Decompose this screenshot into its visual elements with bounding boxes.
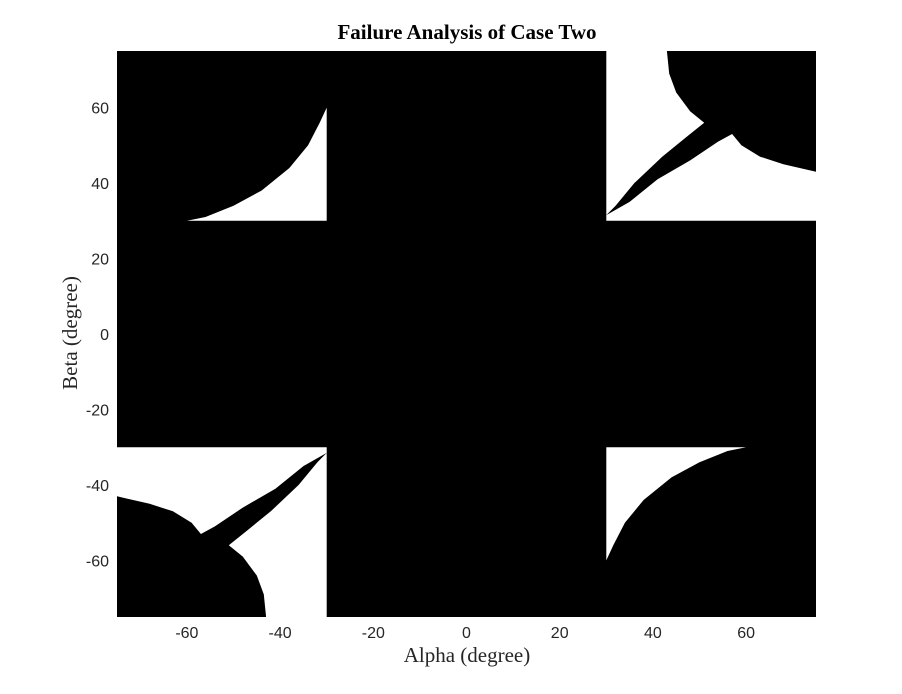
y-tick-label: 60 (91, 101, 109, 118)
x-tick-label: 60 (737, 625, 755, 642)
y-tick-label: -40 (86, 478, 109, 495)
x-tick-label: 0 (462, 625, 471, 642)
x-tick-label: 40 (644, 625, 662, 642)
safe-region-lower-left (117, 447, 327, 617)
y-tick-label: 0 (100, 327, 109, 344)
y-tick-label: 40 (91, 176, 109, 193)
plot-area (117, 51, 816, 617)
x-axis-ticks: -60 -40 -20 0 20 40 60 (175, 625, 755, 642)
x-tick-label: -60 (175, 625, 198, 642)
x-tick-label: -40 (269, 625, 292, 642)
y-tick-label: 20 (91, 252, 109, 269)
y-tick-label: -20 (86, 402, 109, 419)
x-tick-label: 20 (551, 625, 569, 642)
safe-region-upper-left (186, 107, 327, 221)
failure-region (117, 51, 816, 617)
x-tick-label: -20 (362, 625, 385, 642)
y-axis-label: Beta (degree) (58, 276, 82, 390)
y-tick-label: -60 (86, 553, 109, 570)
y-axis-ticks: -60 -40 -20 0 20 40 60 (86, 101, 109, 571)
safe-region-lower-right (606, 447, 747, 561)
x-axis-label: Alpha (degree) (404, 643, 531, 667)
safe-region-upper-right (606, 51, 816, 221)
chart-title: Failure Analysis of Case Two (337, 20, 596, 44)
